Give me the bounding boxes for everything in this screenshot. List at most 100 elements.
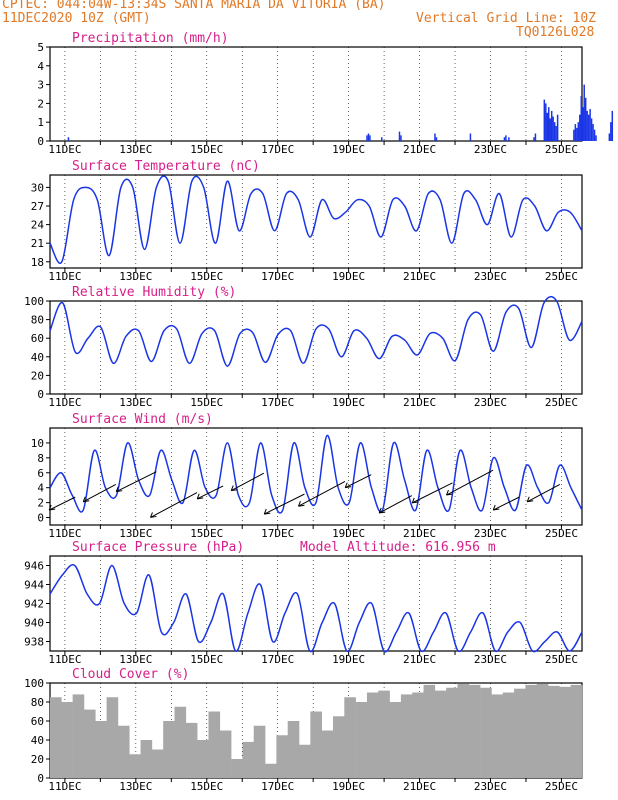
x-tick-label: 19DEC [332, 143, 365, 156]
precip-bar [508, 137, 510, 141]
precip-bar [573, 129, 575, 141]
precip-bar [549, 118, 551, 141]
cloud-bar [389, 702, 402, 778]
x-tick-label: 23DEC [474, 270, 507, 283]
cloud-bar [423, 684, 436, 778]
wind-arrow [344, 474, 372, 489]
precip-bar [592, 124, 594, 141]
cloud-bar [491, 694, 504, 778]
wind-arrow [412, 482, 453, 504]
x-tick-label: 23DEC [474, 143, 507, 156]
precip-bar [553, 122, 556, 141]
precip-bar [574, 124, 577, 141]
panel-title: Precipitation (mm/h) [72, 31, 229, 46]
precip-bar [583, 84, 585, 141]
panel-4 [46, 427, 583, 529]
wind-arrow-head [150, 512, 157, 518]
precip-bar [610, 122, 612, 141]
y-tick-label: 100 [24, 677, 44, 690]
x-tick-label: 25DEC [545, 653, 578, 666]
cloud-bar [61, 702, 73, 778]
cloud-bar [287, 721, 300, 778]
wind-arrow [150, 492, 198, 518]
y-tick-label: 20 [31, 753, 44, 766]
panel-6 [46, 682, 583, 782]
precip-bar [608, 133, 611, 141]
cloud-bar [174, 706, 187, 778]
y-tick-label: 60 [31, 332, 44, 345]
wind-arrow-head [446, 489, 453, 496]
precip-bar [543, 99, 546, 141]
x-tick-label: 17DEC [261, 143, 294, 156]
precip-bar [582, 107, 584, 141]
y-tick-label: 940 [24, 617, 44, 630]
cloud-bar [299, 744, 311, 778]
precip-bar [580, 95, 582, 141]
y-tick-label: 0 [37, 512, 44, 525]
wind-arrow [446, 469, 494, 496]
cloud-bar [208, 711, 221, 778]
precip-bar [434, 133, 436, 141]
cloud-bar [72, 694, 85, 778]
cloud-bar [310, 711, 322, 778]
wind-arrow [526, 483, 561, 503]
x-tick-label: 19DEC [332, 780, 365, 793]
x-tick-label: 19DEC [332, 527, 365, 540]
y-tick-label: 4 [37, 60, 44, 73]
y-tick-label: 100 [24, 295, 44, 308]
x-tick-label: 11DEC [48, 780, 81, 793]
precip-bar [469, 133, 472, 141]
cloud-bar [400, 694, 413, 778]
wind-arrow-head [492, 504, 500, 511]
cloud-bar [480, 687, 492, 778]
wind-arrow-head [82, 496, 90, 503]
x-tick-label: 13DEC [119, 780, 152, 793]
precip-bar [505, 135, 507, 141]
x-tick-label: 23DEC [474, 653, 507, 666]
plot-frame [49, 427, 583, 526]
cloud-bar [446, 687, 458, 778]
cloud-bar [378, 690, 390, 778]
header-date: 11DEC2020 10Z (GMT) [2, 11, 151, 26]
precip-bar [556, 114, 559, 141]
cloud-bar [412, 692, 424, 778]
y-tick-label: 942 [24, 598, 44, 611]
cloud-bar [332, 716, 345, 778]
wind-arrow-head [411, 497, 419, 504]
x-tick-label: 25DEC [545, 396, 578, 409]
cloud-bar [276, 735, 289, 778]
y-tick-label: 60 [31, 715, 44, 728]
y-tick-label: 21 [31, 237, 44, 250]
panel-5 [46, 555, 583, 655]
panel-title: Surface Wind (m/s) [72, 412, 213, 427]
precip-bar [611, 110, 614, 141]
x-tick-label: 23DEC [474, 780, 507, 793]
precip-bar [550, 110, 553, 141]
precip-bar [586, 110, 588, 141]
precip-bar [555, 125, 557, 141]
x-tick-label: 11DEC [48, 270, 81, 283]
x-tick-label: 19DEC [332, 270, 365, 283]
precip-bar [584, 97, 587, 141]
precip-bar [579, 114, 581, 141]
x-tick-label: 11DEC [48, 653, 81, 666]
y-tick-label: 27 [31, 200, 44, 213]
precip-bar [67, 137, 70, 141]
cloud-bar [355, 702, 368, 778]
precip-bar [367, 133, 370, 141]
y-tick-label: 30 [31, 181, 44, 194]
panel-annotation: Model Altitude: 616.956 m [300, 540, 496, 555]
cloud-bar [242, 741, 255, 778]
x-tick-label: 21DEC [403, 653, 436, 666]
precip-bar [366, 135, 368, 141]
x-tick-label: 13DEC [119, 143, 152, 156]
x-tick-label: 11DEC [48, 527, 81, 540]
cloud-bar [525, 684, 538, 778]
x-tick-label: 17DEC [261, 653, 294, 666]
precip-bar [595, 135, 597, 141]
series-line [49, 434, 583, 514]
x-tick-label: 23DEC [474, 527, 507, 540]
wind-arrow [378, 495, 413, 514]
y-tick-label: 40 [31, 734, 44, 747]
